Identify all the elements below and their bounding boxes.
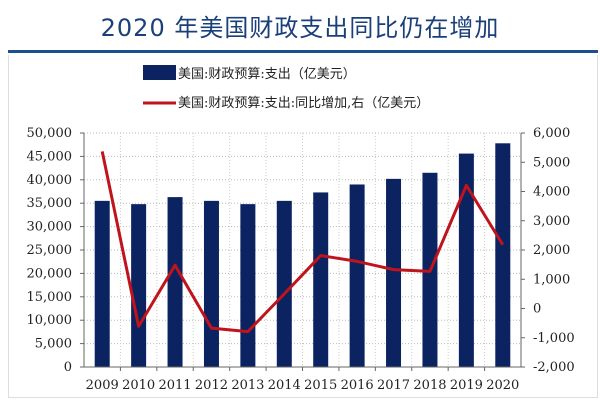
- right-tick-label: 5,000: [533, 155, 570, 170]
- left-tick-label: 5,000: [35, 337, 72, 352]
- legend-label-bar: 美国:财政预算:支出（亿美元）: [178, 67, 356, 82]
- bar: [458, 153, 474, 367]
- bar: [313, 192, 329, 367]
- x-tick-label: 2018: [413, 378, 446, 393]
- bars: [94, 143, 511, 367]
- grid: [84, 132, 521, 367]
- bar: [94, 200, 110, 367]
- x-tick-label: 2014: [268, 378, 301, 393]
- left-tick-label: 35,000: [27, 196, 73, 211]
- x-tick-label: 2011: [158, 378, 191, 393]
- chart-frame: [8, 55, 598, 398]
- right-tick-label: 1,000: [533, 272, 570, 287]
- line-path: [100, 151, 505, 334]
- left-tick-label: 45,000: [27, 149, 73, 164]
- x-tick-label: 2012: [195, 378, 228, 393]
- right-tick-label: 3,000: [533, 214, 570, 229]
- bar: [276, 200, 292, 367]
- bar: [131, 204, 147, 367]
- right-tick-label: -2,000: [533, 360, 575, 375]
- bar: [386, 178, 402, 367]
- x-tick-label: 2015: [304, 378, 337, 393]
- x-tick-label: 2019: [450, 378, 483, 393]
- right-tick-label: 4,000: [533, 185, 570, 200]
- right-tick-label: 6,000: [533, 126, 570, 141]
- bar: [167, 197, 183, 367]
- x-tick-label: 2009: [86, 378, 119, 393]
- line-series: [100, 151, 505, 334]
- legend: 美国:财政预算:支出（亿美元） 美国:财政预算:支出:同比增加,右（亿美元）: [143, 65, 429, 111]
- bar: [203, 200, 219, 367]
- x-tick-label: 2020: [486, 378, 519, 393]
- x-tick-label: 2017: [377, 378, 410, 393]
- left-tick-label: 50,000: [27, 126, 73, 141]
- left-tick-label: 0: [64, 360, 72, 375]
- bar: [349, 184, 365, 367]
- left-tick-label: 40,000: [27, 173, 73, 188]
- title-divider: [8, 50, 598, 53]
- right-tick-label: 2,000: [533, 243, 570, 258]
- legend-label-line: 美国:财政预算:支出:同比增加,右（亿美元）: [178, 96, 429, 111]
- left-tick-label: 15,000: [27, 290, 73, 305]
- right-tick-label: 0: [533, 302, 541, 317]
- left-tick-label: 25,000: [27, 243, 73, 258]
- left-tick-label: 20,000: [27, 266, 73, 281]
- x-tick-label: 2013: [231, 378, 264, 393]
- axes: 0 5,000 10,000 15,000 20,000 25,000 30,000 35,0…: [27, 126, 575, 393]
- bar: [240, 204, 256, 367]
- x-tick-label: 2016: [341, 378, 374, 393]
- bar: [495, 143, 511, 367]
- legend-swatch-bar: [143, 65, 176, 80]
- left-tick-label: 30,000: [27, 220, 73, 235]
- x-tick-label: 2010: [122, 378, 155, 393]
- chart-title: 2020 年美国财政支出同比仍在增加: [100, 14, 500, 42]
- left-tick-label: 10,000: [27, 313, 73, 328]
- right-tick-label: -1,000: [533, 331, 575, 346]
